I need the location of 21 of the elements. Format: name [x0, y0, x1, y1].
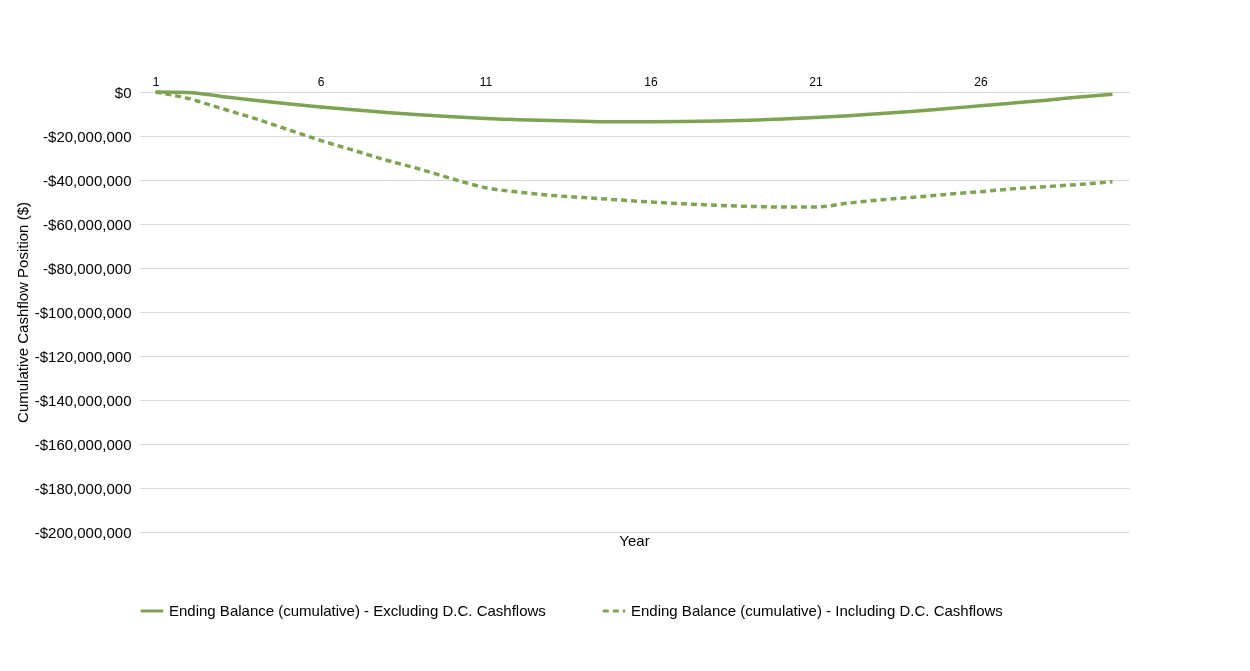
legend-label: Ending Balance (cumulative) - Including D.C. Cashflows	[631, 602, 1003, 619]
y-tick-label: -$140,000,000	[34, 391, 132, 409]
x-axis-title: Year	[619, 531, 650, 549]
legend-label: Ending Balance (cumulative) - Excluding D.C. Cashflows	[169, 602, 546, 619]
y-tick-label: -$40,000,000	[43, 171, 132, 189]
x-tick-label: 6	[317, 74, 325, 89]
x-tick-label: 26	[974, 74, 988, 89]
y-tick-label: -$180,000,000	[34, 479, 132, 497]
x-tick-label: 1	[152, 74, 160, 89]
x-tick-label: 21	[809, 74, 823, 89]
y-tick-label: -$20,000,000	[43, 127, 132, 145]
x-tick-label: 11	[479, 74, 493, 89]
y-tick-label: -$160,000,000	[34, 435, 132, 453]
y-tick-label: $0	[114, 83, 132, 101]
y-tick-label: -$60,000,000	[43, 215, 132, 233]
y-tick-label: -$200,000,000	[34, 523, 132, 541]
y-tick-label: -$80,000,000	[43, 259, 132, 277]
y-axis-title: Cumulative Cashflow Position ($)	[13, 202, 31, 423]
y-tick-label: -$100,000,000	[34, 303, 132, 321]
x-tick-label: 16	[644, 74, 658, 89]
y-tick-label: -$120,000,000	[34, 347, 132, 365]
